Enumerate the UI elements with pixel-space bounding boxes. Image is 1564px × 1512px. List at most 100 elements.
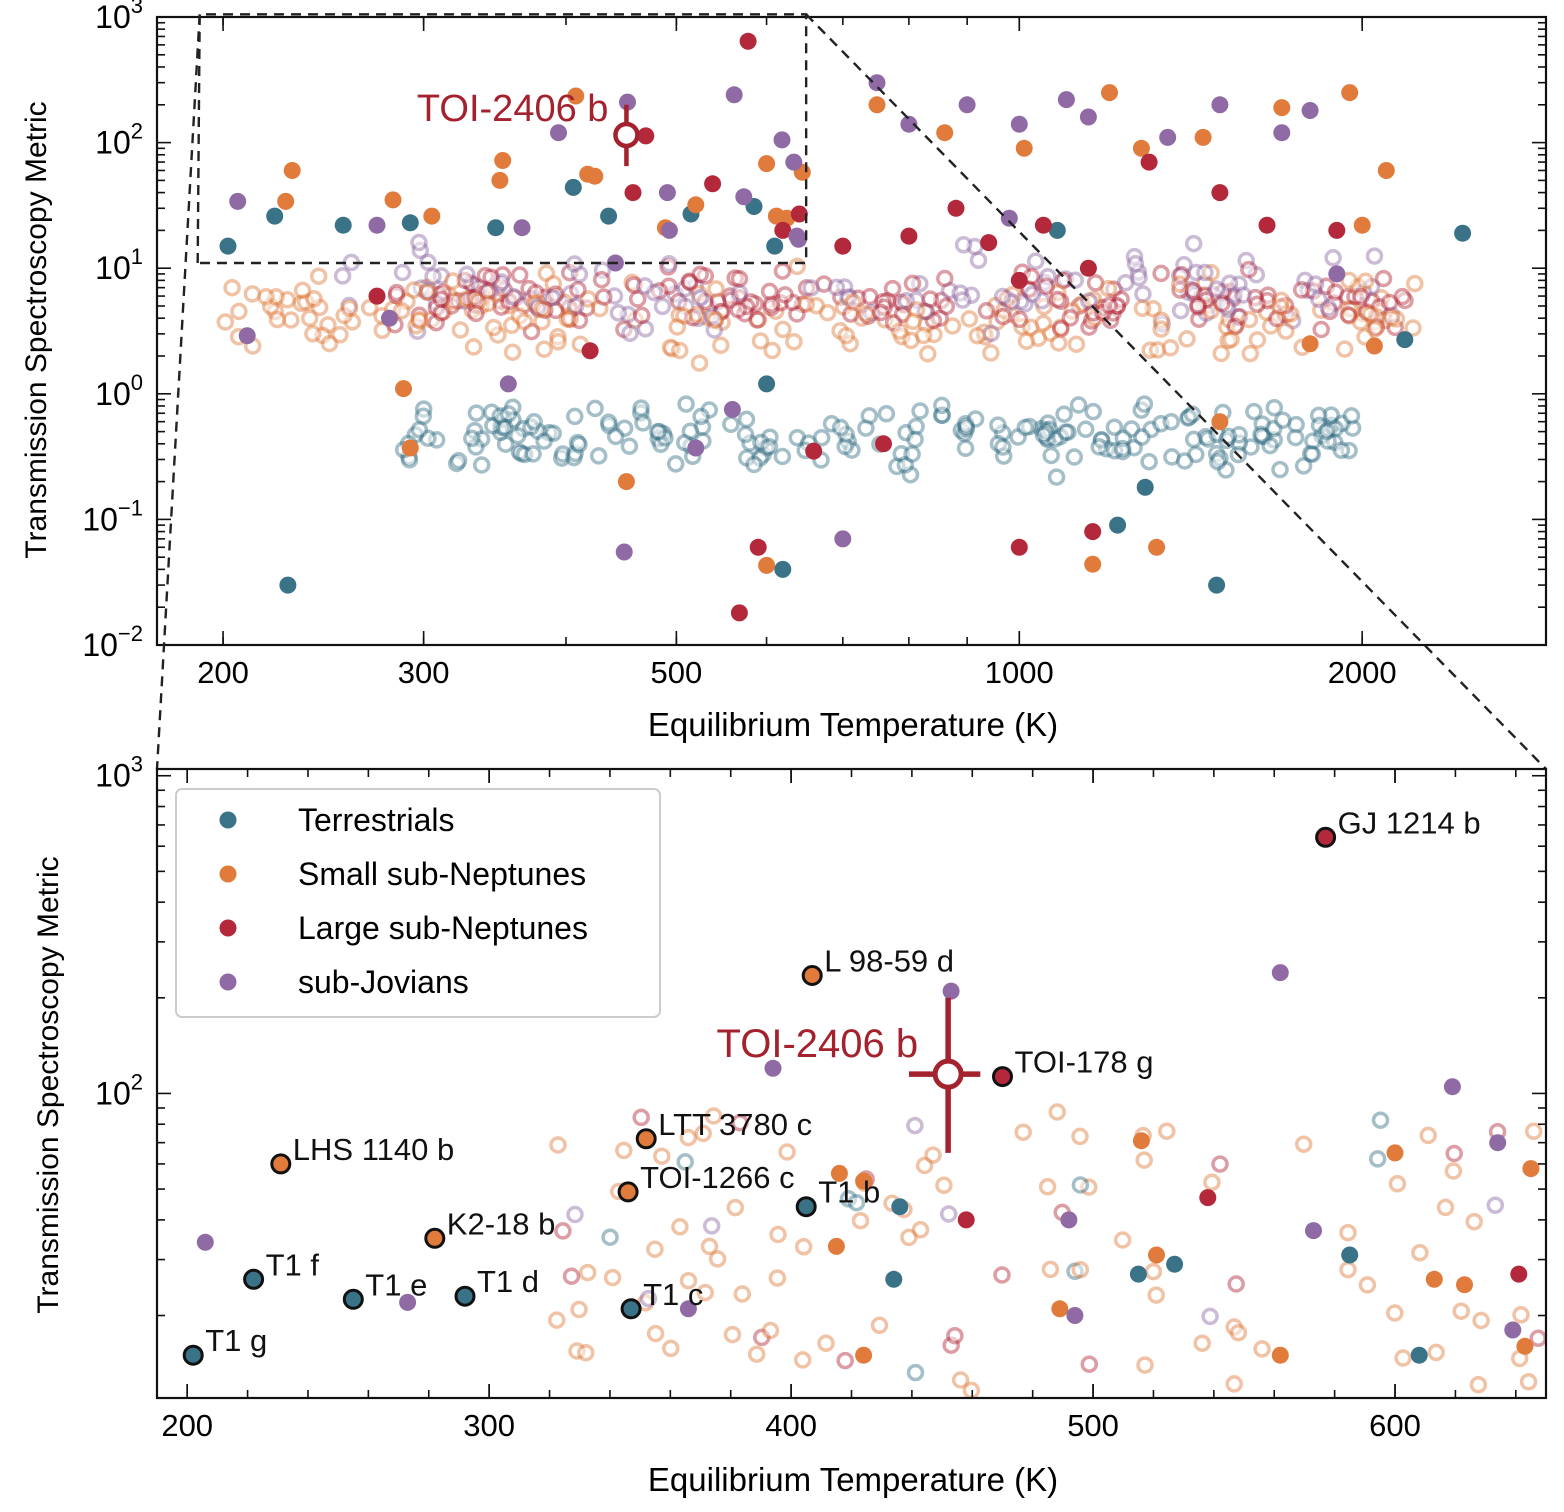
small-point	[617, 473, 635, 491]
background-point	[1105, 280, 1123, 299]
background-point	[1317, 277, 1336, 296]
small-point	[1516, 1337, 1534, 1355]
background-point	[907, 301, 926, 319]
background-point	[414, 400, 433, 418]
background-point	[469, 292, 487, 311]
background-point	[1129, 263, 1148, 281]
background-point	[593, 261, 612, 279]
background-point	[522, 289, 540, 308]
small-point	[827, 1237, 845, 1255]
small-point	[1194, 128, 1212, 146]
background-point	[741, 434, 759, 452]
background-point	[442, 297, 461, 315]
background-point	[461, 289, 480, 308]
background-point	[696, 1283, 714, 1302]
background-point	[754, 445, 772, 464]
background-point	[1147, 1286, 1165, 1304]
background-point	[1262, 317, 1280, 335]
background-point	[1071, 1261, 1090, 1279]
background-point	[943, 317, 962, 335]
small-point	[830, 1164, 848, 1182]
small-point	[283, 162, 301, 179]
background-point	[1427, 1343, 1445, 1362]
background-point	[1246, 288, 1265, 307]
subjovian-point	[615, 543, 633, 561]
background-point	[921, 290, 940, 308]
background-point	[1444, 1162, 1463, 1180]
background-point	[636, 277, 654, 295]
background-point	[1055, 405, 1073, 423]
background-point	[1065, 448, 1084, 466]
background-point	[1225, 286, 1243, 304]
background-point	[1063, 302, 1081, 320]
background-point	[841, 334, 859, 353]
background-point	[1368, 1150, 1387, 1168]
background-point	[410, 306, 429, 325]
terrestrial-point	[279, 576, 297, 594]
background-point	[223, 278, 241, 297]
background-point	[484, 318, 503, 337]
background-point	[924, 311, 943, 330]
background-point	[566, 1205, 584, 1224]
background-point	[1396, 291, 1414, 310]
background-point	[837, 425, 855, 444]
background-point	[650, 282, 669, 300]
background-point	[476, 267, 495, 285]
background-point	[747, 1345, 766, 1363]
background-point	[503, 343, 522, 361]
background-point	[398, 292, 416, 311]
large-point	[581, 342, 599, 360]
background-point	[504, 398, 522, 417]
background-point	[615, 419, 634, 437]
background-point	[1253, 1340, 1271, 1358]
background-point	[1227, 1275, 1245, 1293]
large-point	[790, 205, 808, 223]
overview-panel: TOI-2406 b 200 300 500 1000 2000 10−2 10−1 100 1…	[20, 0, 1548, 743]
connector-left	[155, 14, 201, 770]
background-point	[1371, 1111, 1390, 1129]
background-point	[1255, 427, 1273, 446]
background-point	[842, 305, 860, 323]
background-point	[1051, 292, 1070, 310]
background-point	[1051, 318, 1070, 337]
background-point	[953, 291, 972, 309]
background-point	[414, 407, 433, 425]
labeled-planet-marker	[342, 1288, 364, 1310]
background-point	[387, 283, 406, 302]
background-point	[558, 310, 577, 328]
background-point	[679, 1128, 698, 1147]
background-point	[698, 308, 716, 327]
background-point	[1419, 1126, 1437, 1145]
large-point	[1010, 271, 1028, 289]
background-point	[686, 277, 704, 296]
background-point	[994, 307, 1012, 326]
background-point	[520, 279, 538, 298]
background-point	[495, 281, 514, 299]
background-point	[491, 407, 510, 425]
background-point	[1411, 1243, 1429, 1262]
background-point	[1184, 234, 1203, 253]
background-point	[1321, 302, 1339, 321]
legend-box	[175, 788, 661, 1018]
background-point	[632, 399, 650, 417]
background-point	[1071, 1176, 1090, 1194]
background-point	[888, 457, 906, 476]
x-tick-label: 200	[161, 1408, 213, 1443]
background-point	[1134, 285, 1152, 303]
background-point	[1047, 468, 1066, 486]
background-point	[936, 269, 954, 288]
background-point	[851, 1211, 870, 1230]
background-point	[1226, 317, 1244, 336]
background-point	[730, 288, 748, 307]
background-point	[492, 273, 511, 291]
background-point	[544, 275, 563, 293]
legend-marker-terrestrial	[219, 811, 237, 829]
zoom-points: GJ 1214 b L 98-59 d TOI-178 g LTT 3780 c LHS…	[182, 805, 1540, 1366]
subjovian-point	[1010, 115, 1028, 133]
background-point	[1230, 307, 1249, 326]
background-point	[1322, 406, 1340, 424]
background-point	[451, 321, 470, 339]
background-point	[484, 416, 502, 435]
large-point	[834, 237, 852, 255]
subjovian-point	[499, 375, 517, 393]
